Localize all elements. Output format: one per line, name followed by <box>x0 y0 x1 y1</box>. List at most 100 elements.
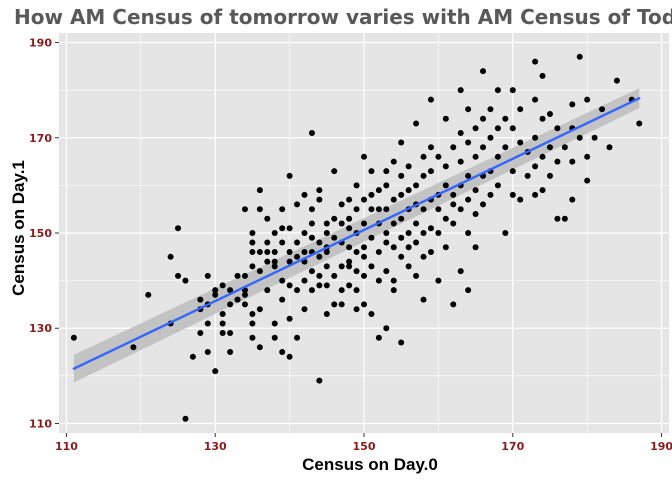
data-point <box>405 244 412 251</box>
data-point <box>465 196 472 203</box>
data-point <box>294 239 301 246</box>
data-point <box>271 230 278 236</box>
data-point <box>450 201 457 208</box>
data-point <box>338 301 345 308</box>
data-point <box>167 253 174 260</box>
data-point <box>405 187 412 194</box>
data-point <box>338 220 345 227</box>
data-point <box>338 287 345 294</box>
data-point <box>465 230 472 236</box>
data-point <box>420 153 427 160</box>
data-point <box>316 196 323 203</box>
x-axis-title: Census on Day.0 <box>302 455 438 474</box>
data-point <box>465 106 472 113</box>
data-point <box>450 301 457 308</box>
data-point <box>539 153 546 160</box>
data-point <box>145 291 152 298</box>
data-point <box>308 287 315 294</box>
data-point <box>509 191 516 198</box>
data-point <box>249 239 256 246</box>
data-point <box>532 58 539 65</box>
data-point <box>331 272 338 279</box>
data-point <box>271 334 278 341</box>
data-point <box>212 287 219 294</box>
data-point <box>130 344 137 351</box>
data-point <box>256 344 263 351</box>
data-point <box>182 277 189 284</box>
data-point <box>249 249 256 256</box>
data-point <box>532 134 539 141</box>
data-point <box>338 263 345 270</box>
data-point <box>435 206 442 213</box>
data-point <box>383 168 390 175</box>
y-tick-label: 130 <box>29 322 52 335</box>
data-point <box>383 230 390 236</box>
data-point <box>227 301 234 308</box>
data-point <box>353 287 360 294</box>
data-point <box>383 206 390 213</box>
data-point <box>308 206 315 213</box>
data-point <box>413 272 420 279</box>
data-point <box>368 263 375 270</box>
data-point <box>390 244 397 251</box>
data-point <box>420 253 427 260</box>
data-point <box>576 134 583 141</box>
data-point <box>398 172 405 179</box>
data-point <box>197 296 204 303</box>
data-point <box>457 158 464 165</box>
data-point <box>539 72 546 79</box>
data-point <box>390 220 397 227</box>
data-point <box>509 125 516 132</box>
data-point <box>323 310 330 317</box>
data-point <box>465 172 472 179</box>
data-point <box>398 253 405 260</box>
data-point <box>219 282 226 289</box>
data-point <box>279 225 286 232</box>
regression-line <box>72 97 641 370</box>
data-point <box>294 201 301 208</box>
data-point <box>301 306 308 313</box>
data-point <box>361 153 367 160</box>
data-point <box>271 258 278 265</box>
data-point <box>286 315 293 322</box>
fit-line <box>72 97 641 370</box>
data-point <box>368 310 375 317</box>
data-point <box>323 263 330 270</box>
data-point <box>420 172 427 179</box>
data-point <box>517 139 524 146</box>
data-point <box>361 253 367 260</box>
data-point <box>308 130 315 136</box>
data-point <box>494 153 501 160</box>
data-point <box>487 191 494 198</box>
data-point <box>175 225 182 232</box>
y-tick-label: 190 <box>29 37 52 50</box>
data-point <box>457 130 464 136</box>
data-point <box>383 239 390 246</box>
data-point <box>175 272 182 279</box>
data-point <box>569 158 576 165</box>
data-point <box>182 415 189 422</box>
data-point <box>420 230 427 236</box>
data-point <box>346 215 353 222</box>
data-point <box>361 272 367 279</box>
data-point <box>346 282 353 289</box>
data-point <box>591 134 598 141</box>
data-point <box>331 215 338 222</box>
data-point <box>427 225 434 232</box>
data-point <box>375 334 382 341</box>
data-point <box>427 96 434 103</box>
data-point <box>279 277 286 284</box>
data-point <box>361 196 367 203</box>
data-point <box>294 287 301 294</box>
data-point <box>204 272 211 279</box>
data-point <box>480 144 487 151</box>
data-point <box>316 253 323 260</box>
x-tick-label: 170 <box>501 440 524 453</box>
x-tick-label: 190 <box>650 440 672 453</box>
data-point <box>494 125 501 132</box>
data-point <box>613 77 620 84</box>
data-point <box>212 291 219 298</box>
data-point <box>331 168 338 175</box>
data-point <box>487 134 494 141</box>
